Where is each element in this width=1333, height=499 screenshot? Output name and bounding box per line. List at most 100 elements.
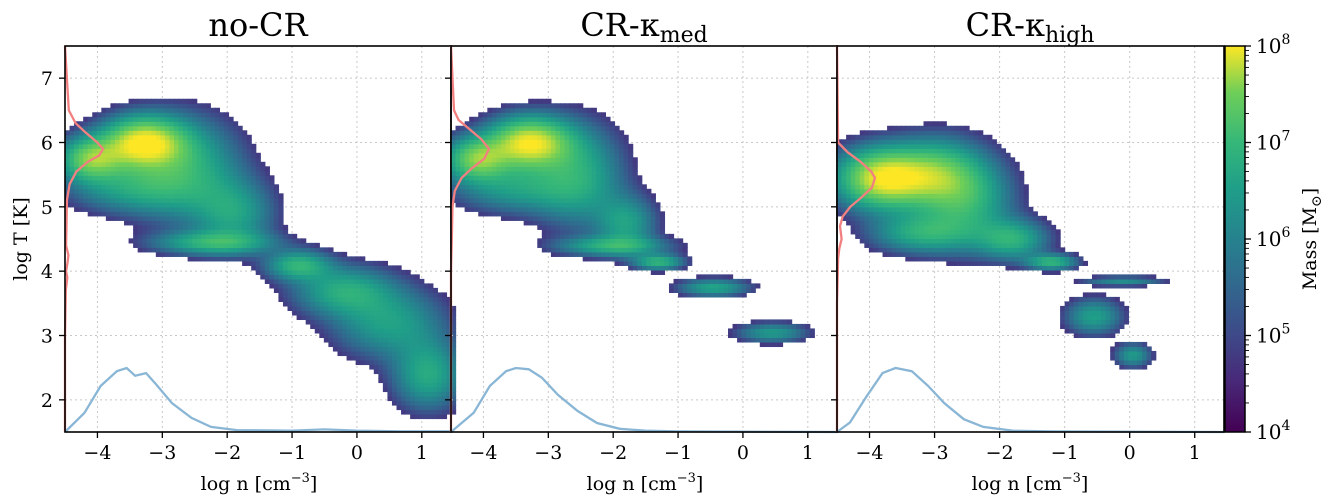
heatmap-cell: [491, 193, 498, 199]
heatmap-cell: [373, 305, 379, 312]
heatmap-cell: [500, 197, 507, 203]
heatmap-cell: [319, 287, 325, 293]
heatmap-cell: [369, 292, 375, 298]
heatmap-cell: [900, 188, 906, 194]
heatmap-cell: [937, 251, 943, 257]
heatmap-cell: [514, 166, 520, 172]
heatmap-cell: [573, 157, 579, 163]
heatmap-cell: [550, 224, 557, 230]
heatmap-cell: [637, 229, 643, 235]
heatmap-cell: [964, 170, 970, 176]
heatmap-cell: [164, 170, 171, 176]
heatmap-cell: [78, 179, 84, 185]
heatmap-cell: [142, 139, 148, 145]
heatmap-cell: [242, 197, 248, 203]
heatmap-cell: [500, 116, 507, 122]
heatmap-cell: [305, 269, 311, 275]
heatmap-cell: [941, 170, 947, 176]
heatmap-cell: [569, 116, 575, 122]
heatmap-cell: [573, 224, 579, 230]
heatmap-cell: [360, 274, 366, 280]
heatmap-cell: [569, 134, 575, 140]
heatmap-cell: [223, 175, 230, 181]
heatmap-cell: [205, 247, 211, 253]
heatmap-cell: [124, 197, 130, 203]
heatmap-cell: [160, 224, 166, 230]
heatmap-cell: [432, 332, 438, 339]
heatmap-cell: [396, 310, 402, 316]
heatmap-cell: [959, 260, 966, 266]
heatmap-cell: [469, 125, 475, 131]
heatmap-cell: [887, 229, 893, 235]
heatmap-cell: [550, 170, 557, 176]
heatmap-cell: [514, 197, 520, 203]
heatmap-cell: [137, 184, 143, 190]
heatmap-cell: [914, 179, 920, 185]
heatmap-cell: [550, 220, 557, 226]
heatmap-cell: [142, 242, 148, 248]
heatmap-cell: [928, 157, 934, 163]
heatmap-cell: [1010, 265, 1016, 271]
heatmap-cell: [614, 152, 620, 158]
heatmap-cell: [718, 292, 725, 298]
heatmap-cell: [92, 134, 98, 140]
heatmap-cell: [873, 179, 879, 185]
heatmap-cell: [105, 121, 112, 127]
heatmap-cell: [83, 188, 89, 194]
heatmap-cell: [768, 319, 775, 325]
heatmap-cell: [373, 310, 379, 316]
heatmap-cell: [264, 278, 270, 284]
heatmap-cell: [964, 224, 970, 230]
heatmap-cell: [1005, 197, 1011, 203]
heatmap-cell: [905, 193, 911, 199]
heatmap-cell: [251, 242, 257, 248]
heatmap-cell: [464, 197, 470, 203]
heatmap-cell: [173, 184, 180, 190]
heatmap-cell: [178, 134, 184, 140]
heatmap-cell: [401, 323, 407, 330]
heatmap-cell: [964, 143, 970, 149]
heatmap-cell: [92, 121, 98, 127]
heatmap-cell: [1010, 220, 1016, 226]
heatmap-cell: [246, 202, 252, 208]
heatmap-cell: [505, 179, 511, 185]
heatmap-cell: [969, 184, 975, 190]
heatmap-cell: [523, 166, 529, 172]
heatmap-cell: [201, 211, 207, 217]
heatmap-cell: [928, 206, 934, 212]
heatmap-cell: [419, 373, 425, 379]
heatmap-cell: [346, 350, 352, 357]
heatmap-cell: [918, 152, 925, 158]
heatmap-cell: [364, 332, 370, 339]
heatmap-cell: [351, 260, 357, 266]
heatmap-cell: [632, 197, 638, 203]
heatmap-cell: [432, 409, 438, 415]
heatmap-cell: [92, 211, 98, 217]
heatmap-cell: [868, 166, 875, 172]
heatmap-cell: [728, 278, 734, 284]
heatmap-cell: [173, 247, 180, 253]
heatmap-cell: [432, 337, 438, 343]
heatmap-cell: [192, 134, 198, 140]
heatmap-cell: [473, 148, 479, 154]
heatmap-cell: [451, 332, 457, 339]
heatmap-cell: [646, 193, 652, 199]
heatmap-cell: [292, 301, 298, 307]
heatmap-cell: [700, 292, 706, 298]
heatmap-cell: [541, 220, 547, 226]
heatmap-cell: [841, 202, 847, 208]
heatmap-cell: [305, 310, 311, 316]
heatmap-cell: [923, 143, 929, 149]
heatmap-cell: [469, 157, 475, 163]
heatmap-cell: [987, 134, 993, 140]
heatmap-cell: [887, 188, 893, 194]
heatmap-cell: [941, 161, 947, 167]
heatmap-cell: [83, 139, 89, 145]
heatmap-cell: [591, 229, 597, 235]
heatmap-cell: [955, 161, 961, 167]
heatmap-cell: [959, 188, 966, 194]
heatmap-cell: [355, 274, 361, 280]
heatmap-cell: [83, 166, 89, 172]
heatmap-cell: [332, 274, 339, 280]
heatmap-cell: [269, 274, 275, 280]
